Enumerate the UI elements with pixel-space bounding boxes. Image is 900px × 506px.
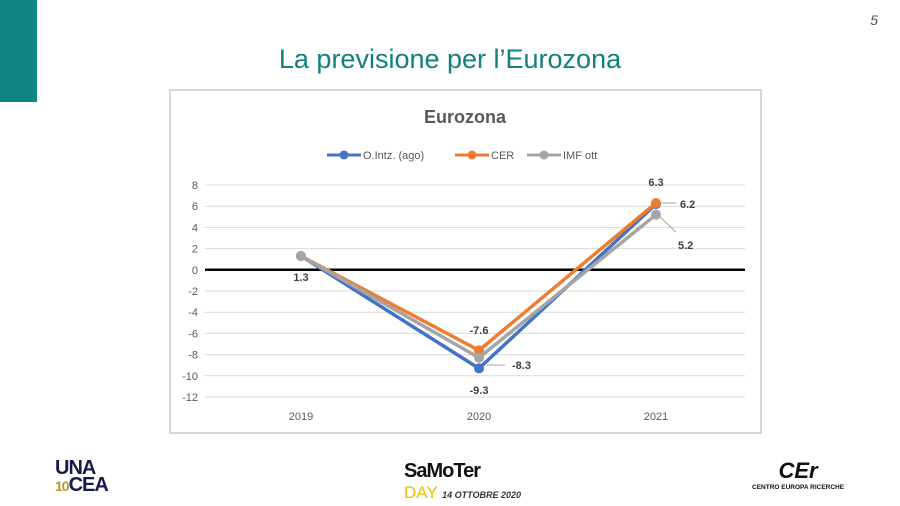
y-tick-label: 4: [192, 222, 198, 234]
data-label: 6.2: [680, 199, 695, 211]
data-point-1-2: [651, 198, 661, 209]
legend-label-2: IMF ott: [563, 150, 597, 162]
data-label: 1.3: [293, 272, 308, 284]
samoter-day: DAY: [404, 483, 438, 502]
y-tick-label: 0: [192, 265, 198, 277]
y-tick-label: -4: [188, 307, 198, 319]
chart-title: Eurozona: [424, 107, 507, 127]
y-tick-label: -10: [182, 371, 198, 383]
legend-label-0: O.Intz. (ago): [363, 150, 424, 162]
cer-text: CEr: [778, 458, 818, 483]
x-tick-label: 2019: [289, 411, 313, 423]
leader-line: [659, 216, 677, 233]
data-point-0-1: [474, 363, 484, 374]
data-point-2-0: [296, 251, 306, 262]
data-label: -8.3: [512, 360, 531, 372]
cer-subtitle: CENTRO EUROPA RICERCHE: [752, 484, 845, 491]
page-number: 5: [870, 12, 878, 28]
chart-frame: [169, 89, 762, 434]
x-tick-label: 2020: [467, 411, 491, 423]
y-tick-label: -8: [188, 350, 198, 362]
data-label: 6.3: [648, 177, 663, 189]
legend-marker-1: [467, 150, 477, 160]
legend-marker-0: [339, 150, 349, 160]
samoter-logo: SaMoTer DAY 14 OTTOBRE 2020: [404, 460, 521, 503]
unacea-logo: UNA 10CEA: [55, 457, 109, 496]
data-point-2-1: [474, 352, 484, 363]
legend-marker-2: [539, 150, 549, 160]
data-point-2-2: [651, 209, 661, 220]
legend-label-1: CER: [491, 150, 514, 162]
slide-title: La previsione per l’Eurozona: [278, 44, 622, 74]
y-tick-label: -2: [188, 286, 198, 298]
y-tick-label: 6: [192, 201, 198, 213]
data-label: -7.6: [470, 325, 489, 337]
y-tick-label: 2: [192, 244, 198, 256]
data-point-1-1: [474, 345, 484, 356]
data-label: 5.2: [678, 240, 693, 252]
x-tick-label: 2021: [644, 411, 668, 423]
y-tick-label: -12: [182, 392, 198, 404]
accent-bar: [0, 0, 37, 102]
samoter-text: SaMoTer: [404, 460, 481, 482]
data-label: -9.3: [470, 385, 489, 397]
y-tick-label: -6: [188, 328, 198, 340]
samoter-date: 14 OTTOBRE 2020: [442, 490, 522, 500]
cer-logo: CEr CENTRO EUROPA RICERCHE: [752, 458, 844, 491]
y-tick-label: 8: [192, 180, 198, 192]
